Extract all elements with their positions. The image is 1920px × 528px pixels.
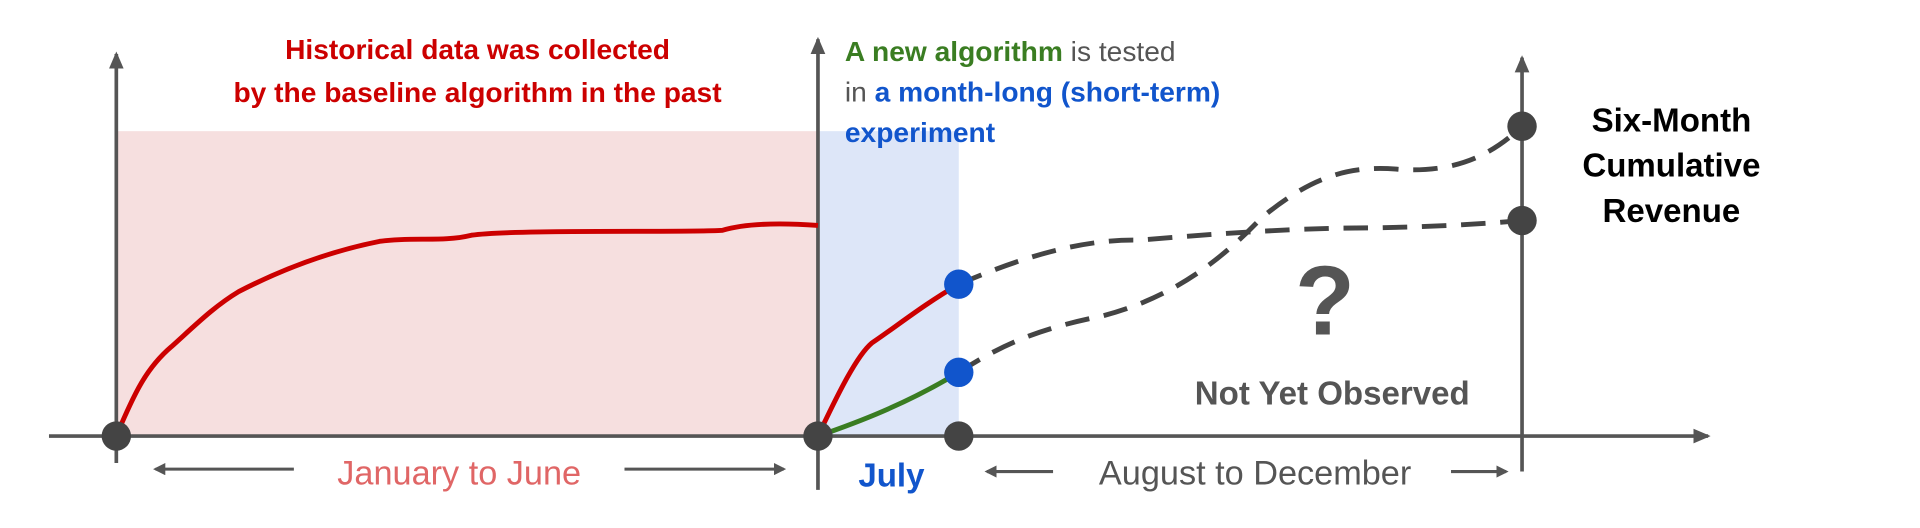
experiment-note: experiment	[845, 117, 996, 148]
experiment-note: A new algorithm is tested	[845, 36, 1176, 67]
observed-dot	[944, 269, 974, 299]
highlight: a month-long (short-term)	[875, 77, 1221, 108]
outcome-label: Cumulative	[1582, 148, 1760, 185]
new-algorithm-projection	[957, 124, 1524, 375]
new-algorithm-curve	[817, 370, 961, 439]
question-mark: ?	[1295, 246, 1355, 356]
start-dot	[101, 421, 132, 451]
text: in	[845, 77, 875, 108]
text: is tested	[1063, 36, 1176, 67]
baseline-curve	[114, 221, 819, 437]
outcome-dot	[1507, 111, 1537, 141]
not-observed-label: Not Yet Observed	[1195, 375, 1470, 412]
baseline-projection	[957, 218, 1523, 287]
history-note: by the baseline algorithm in the past	[233, 77, 722, 108]
baseline-july-curve	[815, 282, 960, 438]
observed-dot	[944, 357, 974, 388]
july-end-dot	[944, 421, 974, 451]
highlight: A new algorithm	[845, 36, 1063, 67]
outcome-label: Revenue	[1603, 193, 1741, 230]
experiment-note: in a month-long (short-term)	[845, 77, 1220, 108]
outcome-label: Six-Month	[1592, 102, 1752, 139]
outcome-dot	[1507, 205, 1537, 236]
period-label: January to June	[337, 454, 581, 492]
july-start-dot	[803, 421, 833, 451]
period-label: July	[858, 457, 925, 494]
past-region	[116, 131, 818, 437]
history-note: Historical data was collected	[285, 34, 670, 65]
period-label: August to December	[1099, 454, 1411, 492]
